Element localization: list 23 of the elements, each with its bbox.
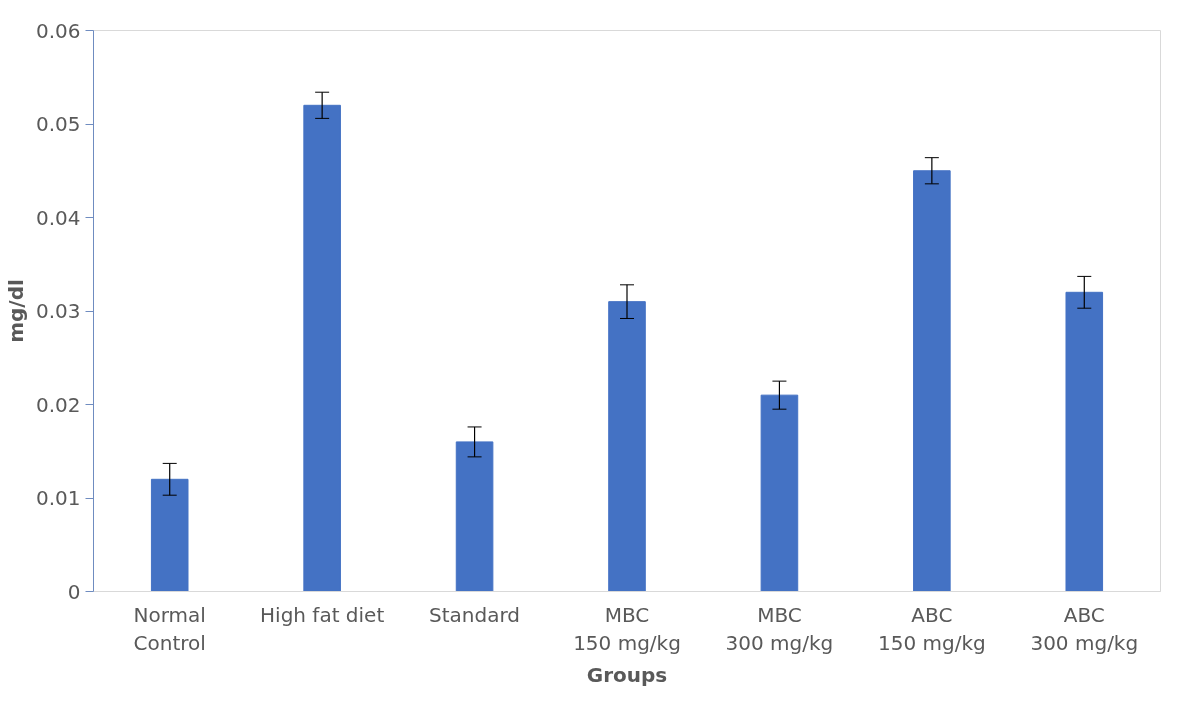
y-tick-label: 0.02 [35, 392, 81, 417]
x-tick-label: ABC 150 mg/kg [877, 602, 986, 656]
bar [1065, 291, 1104, 592]
x-tick-label: High fat diet [260, 602, 385, 627]
bar [760, 394, 799, 592]
x-tick-label: MBC 300 mg/kg [725, 602, 834, 656]
bar [303, 104, 341, 592]
x-tick-label: Standard [429, 602, 521, 627]
bar [913, 170, 951, 592]
y-axis-title: mg/dl [3, 279, 28, 343]
x-tick-label: MBC 150 mg/kg [573, 602, 681, 656]
x-axis-title: Groups [586, 663, 668, 688]
y-tick-label: 0 [67, 579, 81, 604]
x-tick-label: Normal Control [133, 602, 206, 656]
y-tick-label: 0.05 [35, 112, 81, 136]
y-tick-label: 0.06 [35, 18, 81, 43]
bar [608, 301, 646, 592]
x-tick-label: ABC 300 mg/kg [1030, 602, 1139, 656]
y-tick-label: 0.01 [35, 486, 81, 510]
y-tick-label: 0.04 [35, 205, 81, 230]
y-tick-label: 0.03 [35, 299, 81, 323]
bar [455, 441, 494, 592]
bar [150, 478, 189, 592]
